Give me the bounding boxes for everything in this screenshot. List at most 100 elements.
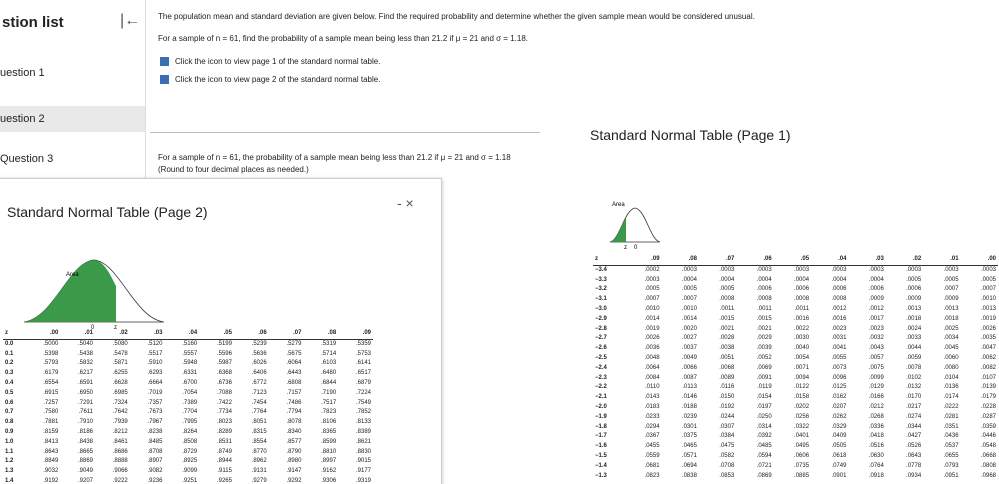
table-row: 0.9 .8159 .8186 .8212 .8238 .8264 .8289 .8315 .8… xyxy=(3,428,373,438)
table-cell: .8577 xyxy=(286,438,302,445)
table-cell: .8106 xyxy=(321,419,337,426)
table-cell: .9192 xyxy=(43,477,59,484)
column-header: .00 xyxy=(960,255,998,266)
table-row: −2.2 .0110 .0113 .0116 .0119 .0122 .0125 .0129.… xyxy=(593,383,998,393)
table-cell: .8790 xyxy=(286,448,302,455)
table-cell: .8925 xyxy=(182,458,198,465)
table-cell: .5675 xyxy=(286,350,302,357)
window-controls[interactable]: - × xyxy=(397,195,414,211)
table-cell: .6406 xyxy=(251,370,267,377)
row-label: 1.0 xyxy=(5,438,14,445)
table-cell: .9236 xyxy=(147,477,163,484)
table-cell: .0003 xyxy=(980,266,996,273)
table-cell: .0010 xyxy=(980,296,996,303)
table-cell: .9207 xyxy=(78,477,94,484)
column-header: .06 xyxy=(736,255,774,266)
question-item[interactable]: uestion 1 xyxy=(0,67,45,79)
zero-label: 0 xyxy=(91,325,95,329)
table-cell: .6331 xyxy=(182,370,198,377)
table-cell: .7324 xyxy=(112,399,128,406)
table-cell: .0008 xyxy=(719,296,735,303)
table-cell: .5793 xyxy=(43,360,59,367)
table-cell: .5596 xyxy=(216,350,232,357)
row-label: 0.0 xyxy=(5,340,14,347)
table-row: 0.7 .7580 .7611 .7642 .7673 .7704 .7734 .7764 .7… xyxy=(3,408,373,418)
table-cell: .8438 xyxy=(78,438,94,445)
row-label: −1.6 xyxy=(595,443,607,450)
table-cell: .0694 xyxy=(681,462,697,469)
column-header: z xyxy=(593,255,625,266)
table-cell: .0036 xyxy=(644,345,660,352)
table-cell: .0006 xyxy=(756,286,772,293)
question-item[interactable]: Question 3 xyxy=(0,153,54,165)
table-cell: .5753 xyxy=(355,350,371,357)
table-cell: .0096 xyxy=(831,374,847,381)
table-cell: .0446 xyxy=(980,433,996,440)
table-cell: .8888 xyxy=(112,458,128,465)
table-cell: .8643 xyxy=(43,448,59,455)
table-cell: .0294 xyxy=(644,423,660,430)
table-cell: .0003 xyxy=(794,266,810,273)
table-cell: .0107 xyxy=(980,374,996,381)
table-cell: .8315 xyxy=(251,428,267,435)
table-cell: .8599 xyxy=(321,438,337,445)
table-cell: .0007 xyxy=(644,296,660,303)
column-header: .02 xyxy=(885,255,924,266)
table-cell: .0170 xyxy=(906,394,922,401)
table-cell: .0901 xyxy=(831,472,847,479)
table-cell: .8621 xyxy=(355,438,371,445)
table-cell: .0793 xyxy=(943,462,959,469)
table-cell: .0122 xyxy=(794,384,810,391)
table-cell: .0034 xyxy=(943,335,959,342)
table-cell: .0344 xyxy=(906,423,922,430)
table-cell: .5871 xyxy=(112,360,128,367)
table-cell: .0007 xyxy=(980,286,996,293)
table-cell: .0068 xyxy=(719,364,735,371)
table-cell: .8830 xyxy=(355,448,371,455)
table-cell: .0075 xyxy=(868,364,884,371)
table-cell: .0005 xyxy=(943,276,959,283)
link-page1[interactable]: Click the icon to view page 1 of the sta… xyxy=(175,57,381,66)
table-cell: .0367 xyxy=(644,433,660,440)
table-cell: .0838 xyxy=(681,472,697,479)
table-row: 0.0 .5000 .5040 .5080 .5120 .5160 .5199 .5239 .5… xyxy=(3,339,373,349)
table-cell: .9115 xyxy=(217,468,232,475)
table-cell: .0359 xyxy=(980,423,996,430)
table-cell: .8907 xyxy=(147,458,163,465)
normal-table: z .00.01.02.03.04.05.06.07.08.09 0.0.5000.… xyxy=(3,329,373,484)
table-cell: .7517 xyxy=(321,399,337,406)
table-cell: .0084 xyxy=(644,374,660,381)
table-cell: .0007 xyxy=(681,296,697,303)
table-cell: .0162 xyxy=(831,394,847,401)
table-cell: .5000 xyxy=(43,340,59,347)
table-icon[interactable] xyxy=(160,75,169,84)
table-cell: .0055 xyxy=(831,354,847,361)
table-cell: .0287 xyxy=(980,413,996,420)
table-cell: .5636 xyxy=(251,350,267,357)
table-cell: .0069 xyxy=(756,364,772,371)
table-cell: .7673 xyxy=(147,409,163,416)
table-cell: .0019 xyxy=(980,315,996,322)
table-cell: .0023 xyxy=(868,325,884,332)
table-cell: .0475 xyxy=(719,443,735,450)
table-cell: .0427 xyxy=(906,433,922,440)
question-item[interactable]: uestion 2 xyxy=(0,106,145,132)
table-cell: .8340 xyxy=(286,428,302,435)
table-cell: .0110 xyxy=(644,384,660,391)
table-cell: .0125 xyxy=(831,384,847,391)
table-cell: .7454 xyxy=(251,399,267,406)
table-cell: .0004 xyxy=(719,276,735,283)
collapse-icon[interactable]: |← xyxy=(120,12,141,29)
table-cell: .0005 xyxy=(644,286,660,293)
question-intro: The population mean and standard deviati… xyxy=(158,12,755,21)
table-cell: .8729 xyxy=(182,448,198,455)
table-cell: .0154 xyxy=(756,394,772,401)
table-cell: .0089 xyxy=(719,374,735,381)
column-header: .09 xyxy=(338,329,373,340)
table-cell: .9177 xyxy=(355,468,371,475)
link-page2[interactable]: Click the icon to view page 2 of the sta… xyxy=(175,75,381,84)
table-icon[interactable] xyxy=(160,57,169,66)
table-cell: .0281 xyxy=(943,413,959,420)
table-cell: .6293 xyxy=(147,370,163,377)
table-cell: .0136 xyxy=(943,384,959,391)
